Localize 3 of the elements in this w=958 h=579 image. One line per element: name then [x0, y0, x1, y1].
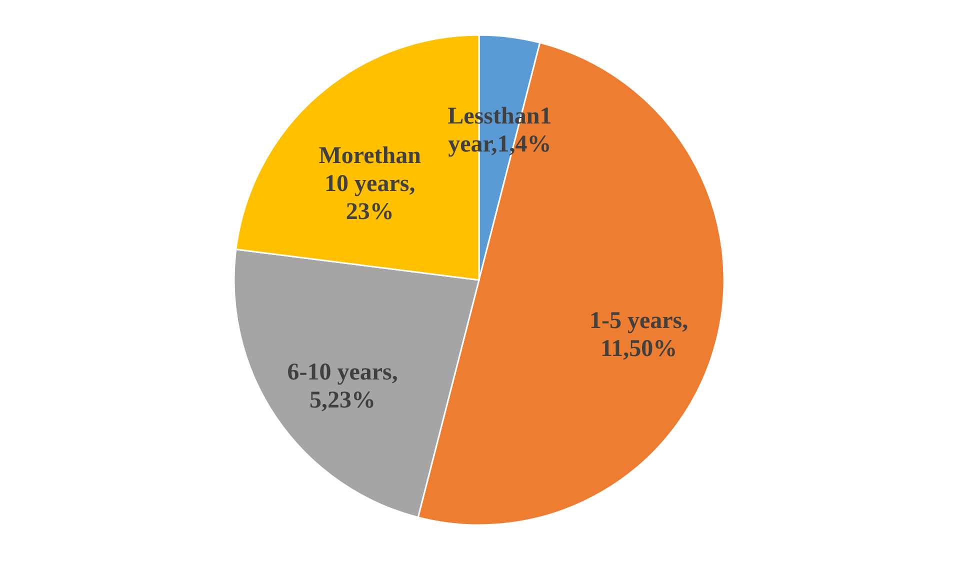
slice-label: 6-10 years, 5,23%	[287, 360, 398, 414]
slice-label: 1-5 years, 11,50%	[589, 308, 688, 362]
slice-label: Morethan 10 years, 23%	[318, 143, 421, 226]
